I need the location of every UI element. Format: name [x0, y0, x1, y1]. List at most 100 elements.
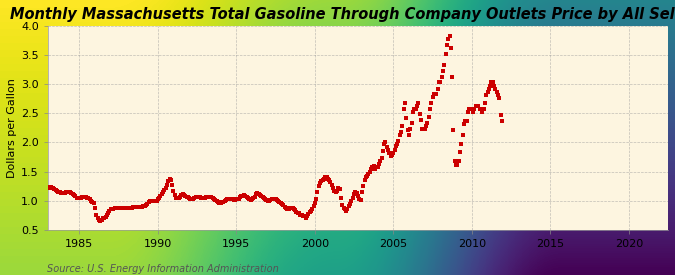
Point	[372, 165, 383, 169]
Point	[94, 218, 105, 222]
Point	[434, 80, 445, 85]
Point	[213, 200, 223, 205]
Point	[175, 195, 186, 199]
Point	[497, 119, 508, 123]
Point	[460, 119, 470, 123]
Point	[458, 122, 469, 126]
Point	[263, 199, 274, 203]
Point	[475, 107, 485, 111]
Point	[171, 196, 182, 200]
Point	[242, 195, 252, 199]
Point	[109, 206, 120, 210]
Point	[466, 107, 477, 111]
Point	[290, 208, 300, 212]
Point	[192, 194, 202, 199]
Point	[274, 200, 285, 204]
Point	[153, 197, 163, 201]
Point	[105, 207, 116, 211]
Point	[313, 184, 324, 188]
Point	[355, 198, 366, 202]
Point	[80, 195, 91, 199]
Point	[256, 194, 267, 198]
Point	[224, 197, 235, 201]
Point	[223, 197, 234, 201]
Point	[147, 199, 158, 204]
Point	[246, 197, 257, 201]
Point	[59, 191, 70, 195]
Point	[185, 197, 196, 202]
Point	[202, 195, 213, 199]
Point	[55, 191, 66, 195]
Point	[214, 201, 225, 205]
Point	[169, 193, 180, 198]
Point	[122, 205, 133, 210]
Point	[198, 196, 209, 200]
Point	[134, 205, 145, 209]
Point	[494, 95, 505, 100]
Point	[137, 205, 148, 209]
Point	[312, 190, 323, 194]
Point	[154, 196, 165, 200]
Point	[259, 196, 269, 200]
Point	[451, 162, 462, 167]
Point	[197, 196, 208, 200]
Point	[469, 107, 480, 111]
Point	[369, 164, 379, 168]
Point	[157, 190, 168, 195]
Point	[108, 207, 119, 211]
Point	[481, 92, 491, 97]
Point	[487, 80, 498, 85]
Point	[380, 140, 391, 145]
Point	[388, 151, 399, 155]
Point	[189, 196, 200, 200]
Point	[348, 196, 358, 200]
Point	[431, 92, 442, 96]
Point	[182, 195, 193, 199]
Point	[340, 207, 350, 211]
Point	[483, 87, 494, 91]
Point	[76, 195, 87, 199]
Point	[88, 201, 99, 205]
Point	[383, 148, 394, 152]
Point	[125, 205, 136, 210]
Point	[470, 104, 481, 108]
Point	[401, 116, 412, 120]
Point	[142, 202, 153, 206]
Point	[440, 52, 451, 56]
Point	[447, 74, 458, 79]
Point	[333, 186, 344, 190]
Point	[244, 197, 254, 202]
Point	[104, 208, 115, 213]
Point	[478, 107, 489, 111]
Point	[143, 200, 154, 205]
Point	[54, 190, 65, 195]
Point	[62, 190, 73, 194]
Point	[377, 149, 388, 153]
Point	[405, 127, 416, 131]
Point	[315, 181, 325, 185]
Point	[464, 107, 475, 111]
Point	[346, 199, 357, 203]
Point	[452, 162, 463, 167]
Point	[335, 196, 346, 200]
Point	[257, 195, 268, 199]
Point	[126, 205, 137, 210]
Point	[448, 127, 459, 132]
Point	[427, 95, 438, 99]
Point	[155, 194, 166, 198]
Point	[328, 186, 339, 190]
Point	[364, 169, 375, 174]
Point	[284, 207, 294, 211]
Point	[111, 205, 122, 210]
Point	[90, 206, 101, 210]
Point	[381, 145, 392, 149]
Point	[96, 218, 107, 222]
Point	[243, 196, 254, 200]
Point	[342, 207, 353, 211]
Point	[139, 204, 150, 208]
Point	[278, 203, 289, 208]
Point	[66, 191, 77, 195]
Point	[387, 153, 398, 157]
Point	[186, 197, 197, 202]
Point	[75, 196, 86, 200]
